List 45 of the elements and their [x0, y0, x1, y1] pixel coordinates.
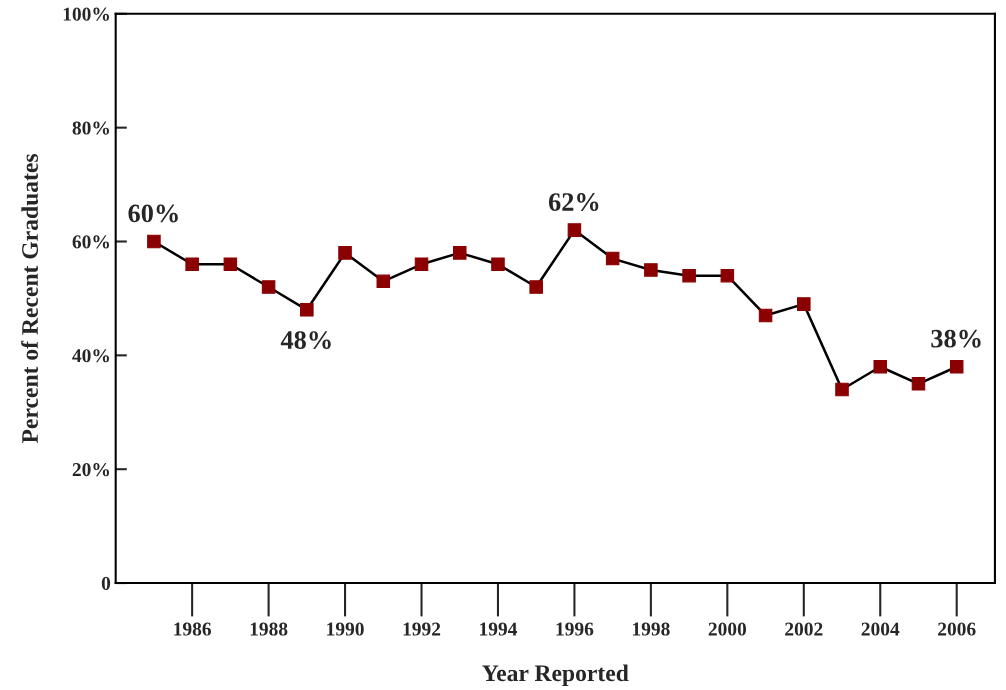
point — [223, 257, 238, 272]
x-tick-label: 1988 — [250, 622, 288, 636]
point — [605, 251, 620, 266]
point — [261, 280, 276, 294]
point — [376, 274, 391, 289]
point — [911, 377, 926, 391]
x-tick-label: 2006 — [938, 622, 976, 636]
y-tick-label: 100% — [63, 7, 110, 21]
annotation: 60% — [128, 204, 178, 223]
point — [300, 303, 314, 317]
x-tick-label: 1998 — [633, 622, 670, 636]
point — [644, 263, 658, 277]
x-tick-label: 2004 — [861, 622, 900, 636]
annotation: 48% — [280, 331, 331, 350]
x-tick-label: 2002 — [785, 622, 823, 636]
point — [414, 257, 429, 272]
point — [529, 280, 543, 294]
annotation: 38% — [931, 329, 981, 348]
y-tick-label: 40% — [72, 349, 110, 363]
point — [682, 268, 696, 283]
x-tick-label: 2000 — [708, 622, 747, 636]
point — [491, 257, 505, 272]
x-tick-label: 1990 — [327, 622, 364, 636]
point — [452, 246, 467, 260]
x-axis-title: Year Reported — [482, 664, 629, 686]
x-tick-label: 1986 — [174, 622, 212, 636]
point — [873, 359, 888, 374]
point — [567, 223, 582, 237]
point — [797, 297, 811, 311]
point — [720, 268, 735, 283]
point — [338, 246, 352, 260]
point — [758, 308, 773, 323]
y-tick-label: 0 — [101, 576, 111, 590]
y-axis-title: Percent of Recent Graduates — [21, 153, 39, 444]
point — [185, 257, 199, 272]
y-tick-label: 20% — [72, 463, 110, 477]
point — [147, 234, 161, 249]
x-tick-label: 1992 — [403, 622, 441, 636]
point — [949, 359, 964, 374]
annotation: 62% — [548, 193, 599, 212]
y-tick-label: 80% — [72, 121, 110, 135]
point — [835, 382, 849, 397]
y-tick-label: 60% — [72, 235, 110, 249]
x-tick-label: 1996 — [556, 622, 594, 636]
x-tick-label: 1994 — [480, 622, 518, 636]
